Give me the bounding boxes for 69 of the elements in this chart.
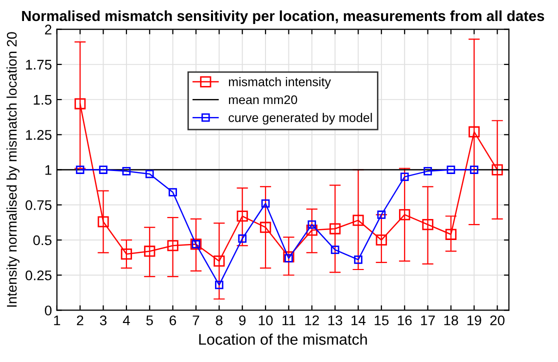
point (352, 214, 364, 226)
legend-label: curve generated by model (228, 112, 372, 125)
point (399, 209, 410, 220)
x-tick-label: 18 (444, 315, 458, 326)
point (308, 220, 316, 229)
point (376, 234, 387, 246)
point (122, 167, 131, 176)
point (236, 210, 248, 222)
x-tick-label: 6 (170, 315, 176, 326)
y-tick-label: 1.25 (26, 130, 52, 140)
point (377, 210, 386, 219)
x-tick-label: 16 (398, 315, 412, 326)
x-tick-label: 7 (192, 316, 200, 326)
point (260, 222, 272, 233)
point (354, 256, 362, 264)
legend-label: mean mm20 (228, 95, 298, 104)
x-tick-label: 11 (282, 316, 296, 326)
point (99, 166, 108, 174)
y-tick-label: 2 (45, 24, 52, 34)
y-tick-label: 0.75 (26, 200, 52, 210)
y-tick-label: 0.25 (26, 270, 52, 280)
point (446, 166, 456, 174)
x-tick-label: 3 (100, 315, 107, 326)
point (284, 254, 293, 262)
point (468, 126, 480, 138)
point (168, 188, 177, 196)
point (74, 98, 86, 110)
point (215, 280, 224, 290)
point (306, 224, 318, 236)
point (261, 199, 270, 208)
y-tick-label: 1 (45, 165, 52, 175)
x-tick-label: 15 (374, 316, 389, 326)
point (330, 223, 341, 234)
point (400, 172, 409, 181)
x-tick-label: 9 (239, 315, 246, 326)
x-tick-label: 19 (467, 315, 482, 326)
x-tick-label: 1 (54, 316, 60, 326)
x-tick-label: 20 (490, 315, 504, 326)
x-tick-label: 10 (258, 315, 273, 326)
point (214, 256, 225, 267)
point (422, 219, 434, 230)
x-axis-title: Location of the mismatch (199, 334, 367, 345)
x-tick-label: 13 (328, 315, 342, 326)
point (167, 240, 178, 252)
point (144, 246, 156, 257)
point (98, 216, 109, 228)
y-tick-label: 0 (44, 306, 52, 316)
x-tick-label: 5 (146, 316, 153, 326)
point (120, 248, 132, 260)
x-tick-label: 2 (76, 315, 84, 326)
point (330, 246, 340, 254)
y-axis-title: Intensity normalised by mismatch location 20 (6, 32, 20, 307)
point (145, 170, 154, 178)
x-tick-label: 14 (352, 316, 366, 326)
x-tick-label: 4 (122, 316, 130, 326)
point (238, 234, 247, 243)
point (76, 166, 84, 174)
point (470, 166, 478, 174)
y-tick-label: 0.5 (33, 235, 52, 246)
x-tick-label: 17 (421, 316, 435, 326)
point (492, 164, 503, 176)
legend-label: mismatch intensity (228, 77, 331, 89)
x-tick-label: 8 (216, 315, 222, 326)
y-tick-label: 1.5 (34, 95, 52, 105)
point (424, 167, 432, 176)
point (445, 228, 457, 240)
y-tick-label: 1.75 (26, 60, 52, 70)
x-tick-label: 12 (305, 315, 319, 326)
chart-title: Normalised mismatch sensitivity per location, measurements from all dates (22, 10, 544, 24)
